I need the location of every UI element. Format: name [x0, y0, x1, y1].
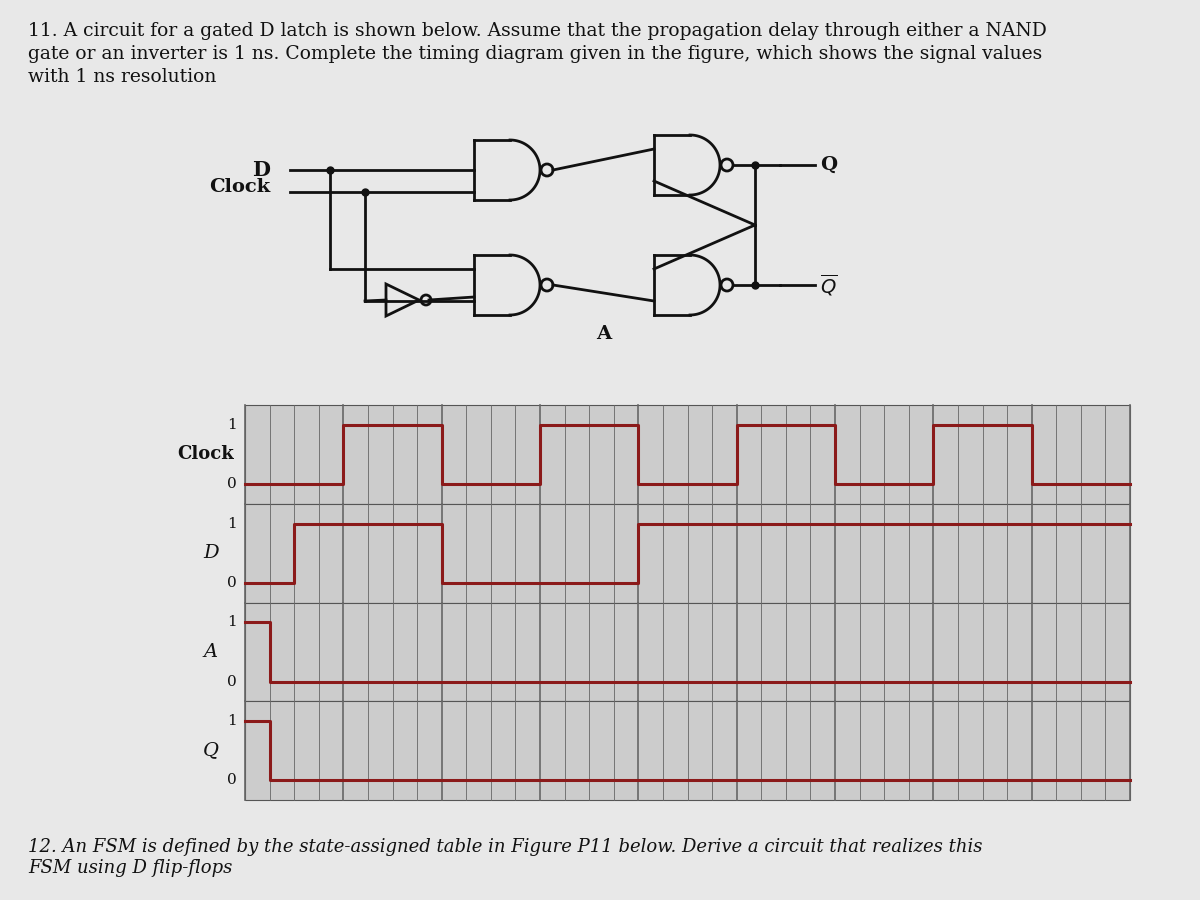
Text: 0: 0	[227, 773, 238, 788]
Text: 1: 1	[227, 517, 238, 530]
Text: FSM using D flip-flops: FSM using D flip-flops	[28, 859, 233, 877]
Text: A: A	[203, 643, 217, 661]
Text: Clock: Clock	[178, 446, 234, 464]
Text: D: D	[203, 544, 218, 562]
Bar	[245, 701, 1130, 800]
Text: 11. A circuit for a gated D latch is shown below. Assume that the propagation de: 11. A circuit for a gated D latch is sho…	[28, 22, 1046, 40]
Text: 0: 0	[227, 674, 238, 688]
Text: 12. An FSM is defined by the state-assigned table in Figure P11 below. Derive a : 12. An FSM is defined by the state-assig…	[28, 838, 983, 856]
Text: D: D	[252, 160, 270, 180]
Text: with 1 ns resolution: with 1 ns resolution	[28, 68, 216, 86]
Text: 0: 0	[227, 477, 238, 491]
Bar	[245, 504, 1130, 602]
Text: 1: 1	[227, 418, 238, 432]
Text: A: A	[596, 325, 611, 343]
Bar	[245, 405, 1130, 504]
Text: 1: 1	[227, 616, 238, 629]
Text: $\overline{Q}$: $\overline{Q}$	[820, 272, 838, 298]
Text: 1: 1	[227, 714, 238, 728]
Text: Q: Q	[203, 742, 220, 760]
Text: Q: Q	[820, 156, 838, 174]
Bar	[245, 602, 1130, 701]
Text: 0: 0	[227, 576, 238, 590]
Text: Clock: Clock	[209, 178, 270, 196]
Text: gate or an inverter is 1 ns. Complete the timing diagram given in the figure, wh: gate or an inverter is 1 ns. Complete th…	[28, 45, 1043, 63]
